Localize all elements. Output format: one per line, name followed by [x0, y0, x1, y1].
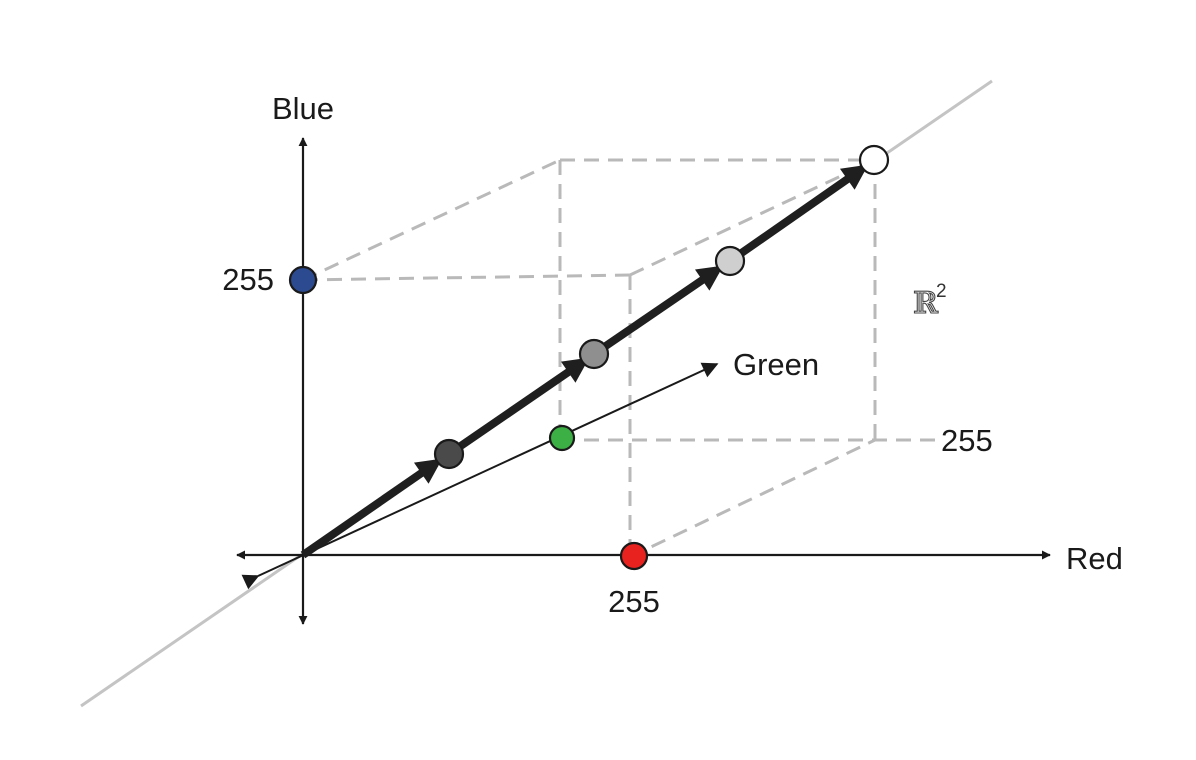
- gray-ramp-arrow: [446, 357, 590, 458]
- blue-point: [288, 265, 318, 295]
- mid-gray-point: [578, 338, 610, 370]
- white-point: [858, 144, 890, 176]
- gray-ramp-arrow: [727, 164, 869, 265]
- gray-ramp-arrow: [300, 458, 443, 559]
- red-axis-label: Red: [1066, 541, 1123, 576]
- green-point: [548, 424, 576, 452]
- dark-gray-point: [433, 438, 465, 470]
- green-max-label: 255: [941, 423, 993, 458]
- green-axis-label: Green: [733, 347, 819, 382]
- green-axis: [241, 362, 719, 590]
- red-max-label: 255: [608, 584, 660, 619]
- red-point: [619, 541, 649, 571]
- cube-edge: [302, 158, 561, 282]
- cube-edge: [302, 273, 631, 282]
- cube-edge: [629, 158, 876, 277]
- light-gray-point: [714, 245, 746, 277]
- gray-ramp-arrows: [300, 164, 869, 559]
- gray-ramp-arrow: [591, 265, 724, 358]
- space-exponent-label: 2: [936, 281, 947, 302]
- cube-edge: [629, 438, 876, 559]
- blue-max-label: 255: [222, 262, 274, 297]
- cube-edges: [302, 158, 936, 559]
- blue-axis-label: Blue: [272, 91, 334, 126]
- space-symbol-label: ℝ: [913, 286, 939, 321]
